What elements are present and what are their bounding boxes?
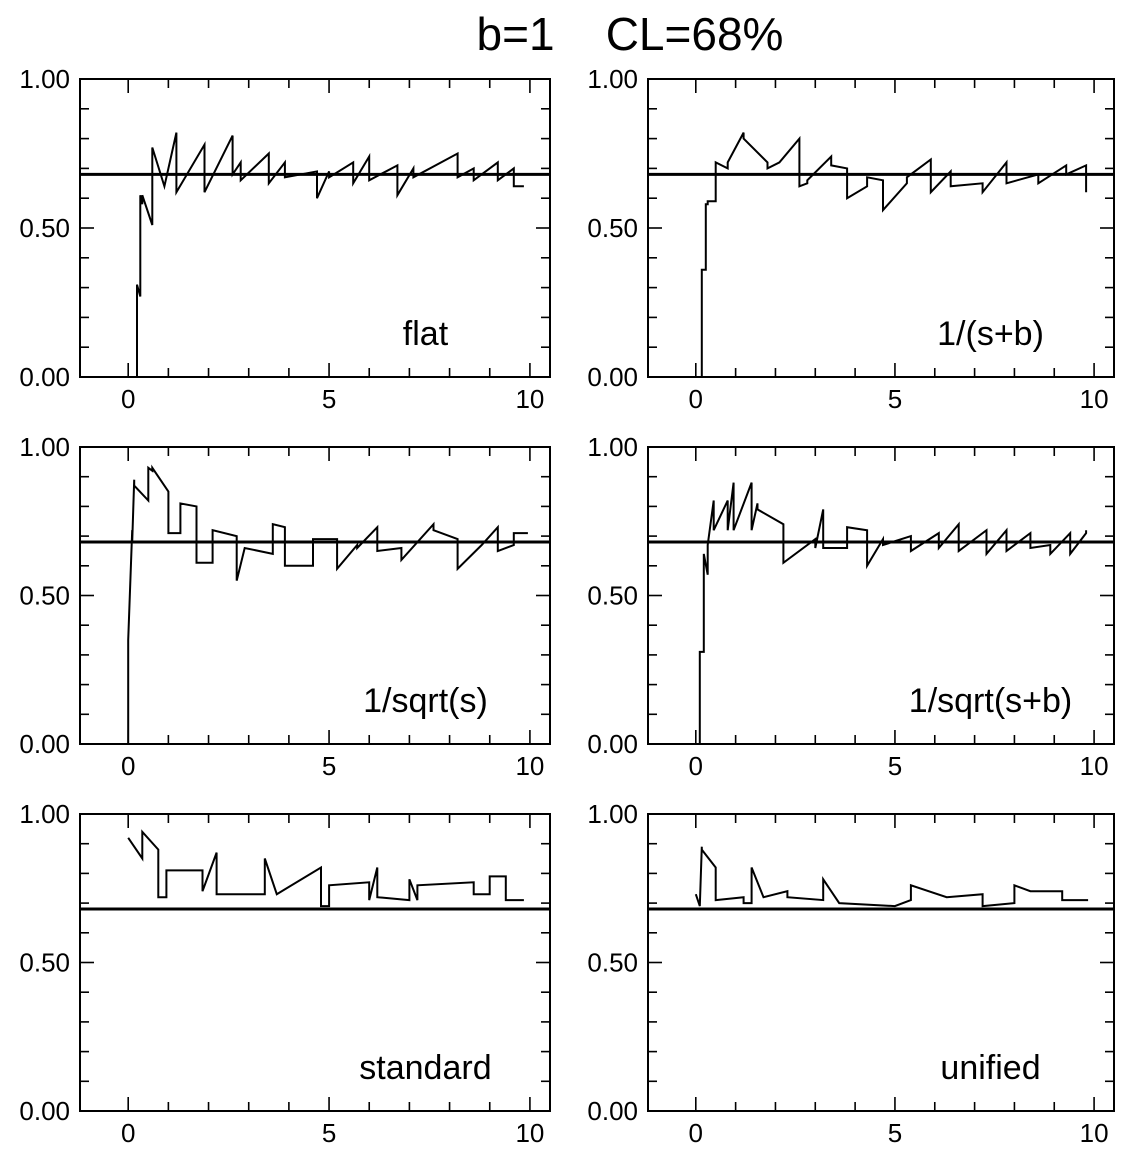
x-tick-label: 10 xyxy=(515,1118,544,1148)
y-tick-label: 0.00 xyxy=(587,729,638,759)
x-tick-label: 10 xyxy=(1080,384,1109,414)
panel-5: 0 5 10 0.00 0.50 1.00 standard xyxy=(19,799,551,1148)
y-tick-label: 0.00 xyxy=(587,362,638,392)
y-tick-label: 1.00 xyxy=(19,799,70,829)
y-tick-label: 1.00 xyxy=(587,64,638,94)
plot-frame xyxy=(647,813,1115,1112)
y-tick-label: 0.00 xyxy=(587,1096,638,1126)
y-tick-label: 0.50 xyxy=(587,948,638,978)
x-tick-label: 0 xyxy=(689,751,703,781)
y-tick-label: 0.50 xyxy=(19,581,70,611)
x-tick-label: 0 xyxy=(689,1118,703,1148)
x-tick-label: 5 xyxy=(322,384,336,414)
x-tick-label: 5 xyxy=(322,1118,336,1148)
y-tick-label: 1.00 xyxy=(587,432,638,462)
x-tick-label: 10 xyxy=(515,751,544,781)
series-line xyxy=(694,846,1089,908)
panel-label: 1/(s+b) xyxy=(937,315,1044,353)
y-tick-label: 1.00 xyxy=(587,799,638,829)
series-line xyxy=(136,132,524,377)
panel-4: 0 5 10 0.00 0.50 1.00 1/sqrt(s+b) xyxy=(587,432,1115,781)
y-tick-label: 0.50 xyxy=(587,213,638,243)
series-line xyxy=(698,482,1088,744)
x-tick-label: 5 xyxy=(888,751,902,781)
x-tick-label: 0 xyxy=(121,1118,135,1148)
plot-frame xyxy=(647,78,1115,378)
x-tick-label: 5 xyxy=(322,751,336,781)
x-tick-label: 0 xyxy=(121,751,135,781)
panel-3: 0 5 10 0.00 0.50 1.00 1/sqrt(s) xyxy=(19,432,551,781)
y-tick-label: 0.50 xyxy=(19,948,70,978)
x-tick-label: 0 xyxy=(121,384,135,414)
y-tick-label: 0.00 xyxy=(19,1096,70,1126)
x-tick-label: 10 xyxy=(1080,751,1109,781)
x-tick-label: 5 xyxy=(888,1118,902,1148)
panels-group: 0 5 10 0.00 0.50 1.00 flat 0 5 10 0.00 0.50 1.00 1/(s… xyxy=(19,64,1115,1148)
panel-label: 1/sqrt(s+b) xyxy=(909,682,1072,720)
x-tick-label: 10 xyxy=(1080,1118,1109,1148)
x-tick-label: 5 xyxy=(888,384,902,414)
x-tick-label: 10 xyxy=(515,384,544,414)
panel-label: 1/sqrt(s) xyxy=(363,682,488,720)
y-tick-label: 0.50 xyxy=(587,581,638,611)
panel-6: 0 5 10 0.00 0.50 1.00 unified xyxy=(587,799,1115,1148)
panel-label: flat xyxy=(403,315,449,353)
figure-title: b=1 CL=68% xyxy=(477,8,784,60)
series-line xyxy=(127,464,528,744)
y-tick-label: 0.00 xyxy=(19,362,70,392)
y-tick-label: 0.50 xyxy=(19,213,70,243)
y-tick-label: 1.00 xyxy=(19,432,70,462)
panel-label: standard xyxy=(359,1049,491,1087)
panel-label: unified xyxy=(940,1049,1040,1087)
x-tick-label: 0 xyxy=(689,384,703,414)
panel-1: 0 5 10 0.00 0.50 1.00 flat xyxy=(19,64,551,414)
series-line xyxy=(127,829,524,908)
y-tick-label: 1.00 xyxy=(19,64,70,94)
plot-frame xyxy=(79,78,551,378)
series-line xyxy=(700,132,1088,377)
y-tick-label: 0.00 xyxy=(19,729,70,759)
panel-2: 0 5 10 0.00 0.50 1.00 1/(s+b) xyxy=(587,64,1115,414)
